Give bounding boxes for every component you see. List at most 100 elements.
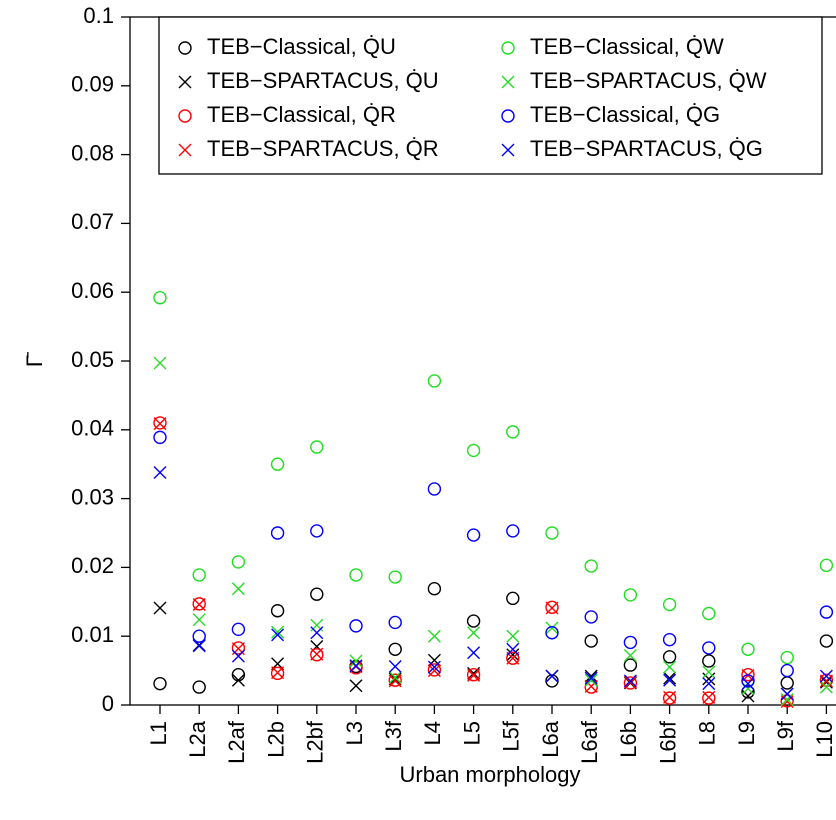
y-tick-label: 0.09 (71, 72, 114, 97)
point (819, 669, 833, 683)
point (819, 558, 834, 573)
point (780, 650, 794, 665)
legend-label: TEB−SPARTACUS, Q̇R (207, 136, 439, 161)
point (819, 675, 833, 689)
point (545, 626, 559, 640)
x-tick-label: L9f (773, 720, 798, 751)
y-tick-label: 0 (102, 691, 114, 716)
y-axis-label: Γ̄ (22, 352, 47, 367)
y-tick-label: 0.1 (83, 3, 114, 28)
point (663, 690, 677, 704)
point (506, 425, 520, 439)
point (702, 665, 716, 679)
point (310, 647, 324, 661)
point (584, 610, 598, 624)
point (584, 669, 598, 683)
legend-label: TEB−Classical, Q̇R (207, 102, 396, 127)
legend-label: TEB−SPARTACUS, Q̇U (207, 68, 439, 93)
point (466, 614, 481, 628)
point (192, 613, 206, 627)
point (388, 673, 402, 687)
point (702, 691, 716, 705)
point (545, 600, 559, 615)
point (545, 526, 559, 540)
x-tick-label: L5 (459, 721, 484, 745)
point (349, 679, 363, 693)
point (310, 587, 324, 601)
point (388, 672, 402, 686)
point (427, 482, 442, 496)
point (388, 570, 402, 584)
point (153, 676, 167, 691)
y-tick-label: 0.03 (71, 484, 114, 509)
x-tick-label: L8 (695, 721, 720, 745)
point (623, 675, 637, 689)
point (584, 671, 598, 685)
legend-label: TEB−Classical, Q̇U (207, 34, 396, 59)
point (506, 642, 520, 656)
legend-label: TEB−Classical, Q̇G (530, 102, 720, 127)
point (153, 417, 167, 431)
point (231, 555, 246, 569)
point (741, 668, 755, 682)
x-tick-label: L4 (420, 721, 445, 745)
point (270, 526, 285, 540)
point (153, 430, 167, 445)
point (741, 685, 755, 699)
point (584, 673, 598, 687)
point (153, 465, 167, 479)
legend-marker (178, 109, 192, 123)
point (427, 629, 441, 643)
legend-label: TEB−SPARTACUS, Q̇W (530, 68, 767, 93)
point (310, 626, 324, 640)
point (427, 664, 441, 678)
point (231, 668, 246, 682)
point (388, 659, 402, 673)
legend-marker (501, 41, 515, 55)
x-tick-label: L5f (499, 720, 524, 751)
point (427, 660, 441, 674)
x-tick-label: L2b (263, 721, 288, 758)
y-tick-label: 0.06 (71, 278, 114, 303)
point (231, 582, 245, 596)
point (231, 641, 246, 655)
point (623, 676, 638, 690)
point (662, 597, 677, 612)
point (584, 634, 598, 648)
point (702, 672, 716, 686)
point (153, 601, 167, 615)
legend-marker (178, 75, 192, 89)
x-tick-label: L2bf (303, 720, 328, 764)
point (388, 670, 402, 684)
point (663, 673, 677, 687)
point (819, 605, 834, 619)
point (623, 588, 638, 602)
x-axis-label: Urban morphology (400, 762, 581, 787)
point (741, 642, 755, 656)
point (231, 622, 246, 637)
point (271, 625, 285, 639)
point (702, 677, 716, 691)
legend-label: TEB−Classical, Q̇W (530, 34, 724, 59)
point (270, 666, 285, 681)
point (819, 680, 833, 694)
y-tick-label: 0.02 (71, 553, 114, 578)
point (192, 639, 206, 653)
x-tick-label: L3 (342, 721, 367, 745)
point (506, 648, 520, 662)
point (702, 690, 716, 704)
point (780, 687, 794, 701)
point (310, 648, 324, 662)
point (780, 693, 794, 706)
point (231, 673, 245, 687)
point (702, 641, 716, 655)
point (467, 626, 481, 640)
point (427, 663, 442, 677)
point (702, 606, 716, 621)
point (153, 416, 167, 430)
x-tick-label: L6b (616, 721, 641, 758)
y-tick-label: 0.05 (71, 347, 114, 372)
point (545, 669, 559, 683)
point (271, 628, 285, 642)
